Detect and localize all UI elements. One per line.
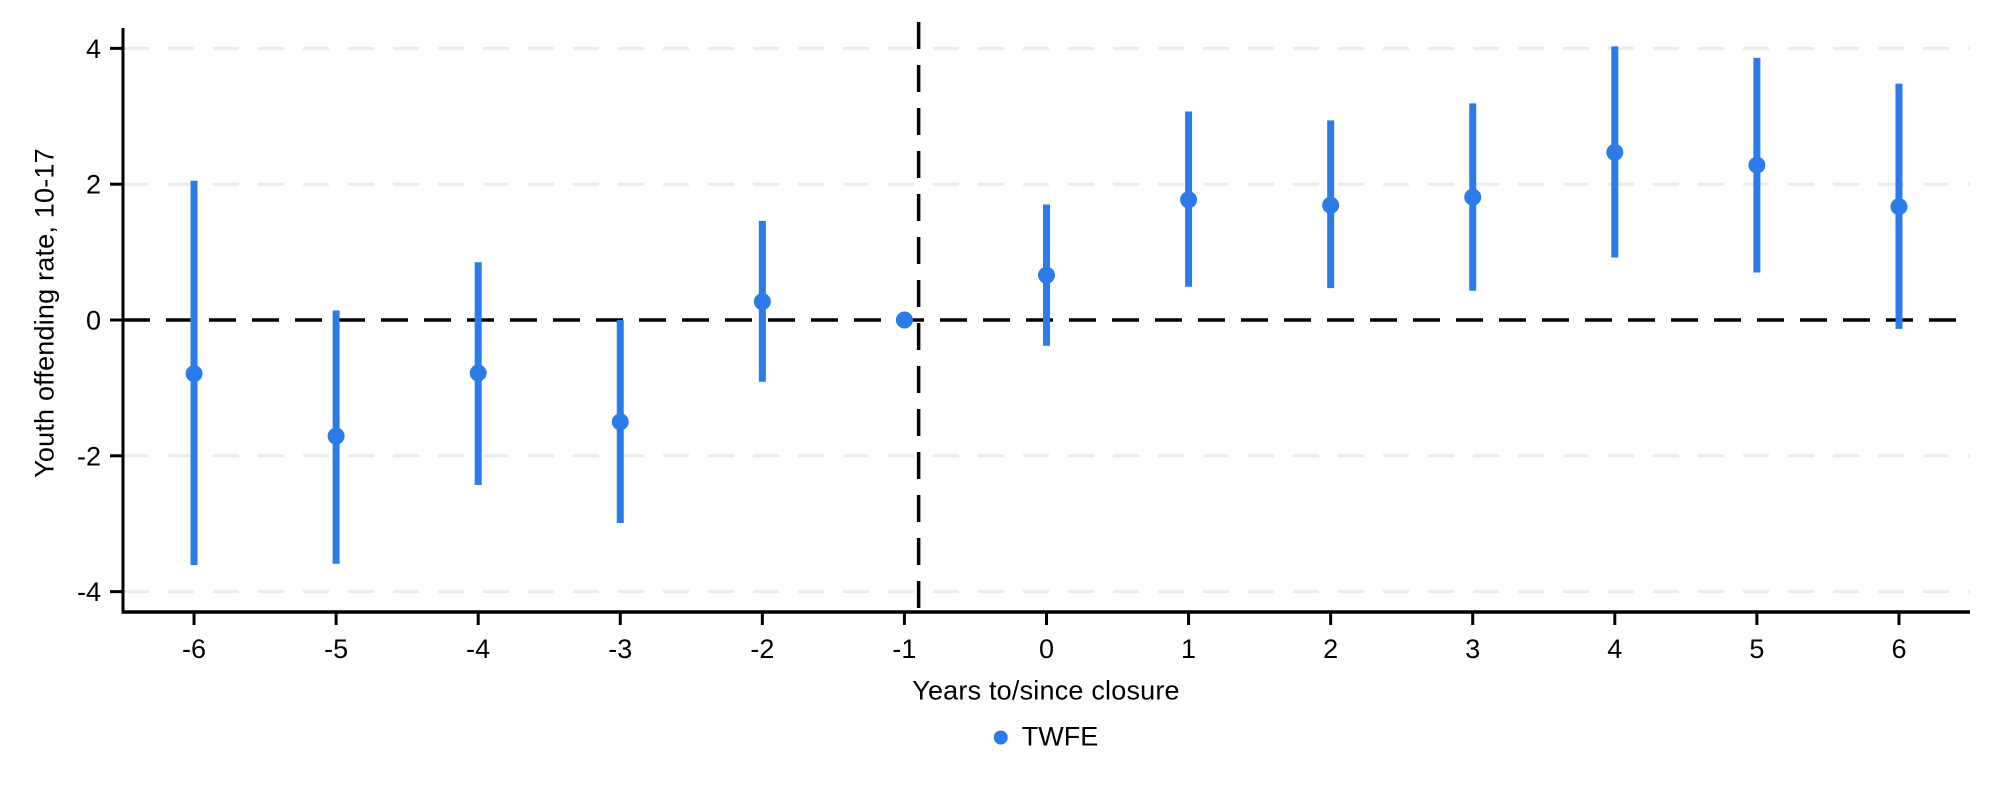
y-tick-label: 2 [86, 170, 101, 200]
x-axis-title: Years to/since closure [912, 675, 1180, 706]
data-point [1890, 198, 1908, 216]
data-point [1748, 156, 1766, 174]
data-point [469, 364, 487, 382]
x-tick-label: 5 [1749, 634, 1764, 664]
x-tick-label: 6 [1891, 634, 1906, 664]
data-point [1464, 188, 1482, 206]
data-point [185, 365, 203, 383]
y-tick-label: -4 [77, 577, 101, 607]
legend: TWFE [993, 721, 1099, 753]
x-tick-label: -1 [892, 634, 916, 664]
data-point [753, 293, 771, 311]
legend-series-label: TWFE [1021, 721, 1099, 752]
data-point [1322, 196, 1340, 214]
y-tick-label: 4 [86, 34, 101, 64]
x-tick-label: 1 [1181, 634, 1196, 664]
y-tick-label: -2 [77, 441, 101, 471]
data-point [327, 427, 345, 445]
x-tick-label: 2 [1323, 634, 1338, 664]
legend-marker-circle-icon [993, 730, 1008, 744]
data-point [1180, 191, 1198, 209]
data-point [1606, 143, 1624, 161]
x-tick-label: -5 [324, 634, 348, 664]
y-axis-title: Youth offending rate, 10-17 [29, 148, 60, 478]
x-tick-label: 3 [1465, 634, 1480, 664]
x-tick-label: 0 [1039, 634, 1054, 664]
data-point [895, 311, 913, 329]
data-point [611, 413, 629, 431]
x-tick-label: -2 [750, 634, 774, 664]
x-tick-label: -6 [182, 634, 206, 664]
y-tick-label: 0 [86, 305, 101, 335]
data-point [1038, 266, 1055, 284]
x-tick-label: -4 [466, 634, 490, 664]
x-tick-label: 4 [1607, 634, 1622, 664]
x-tick-label: -3 [608, 634, 632, 664]
